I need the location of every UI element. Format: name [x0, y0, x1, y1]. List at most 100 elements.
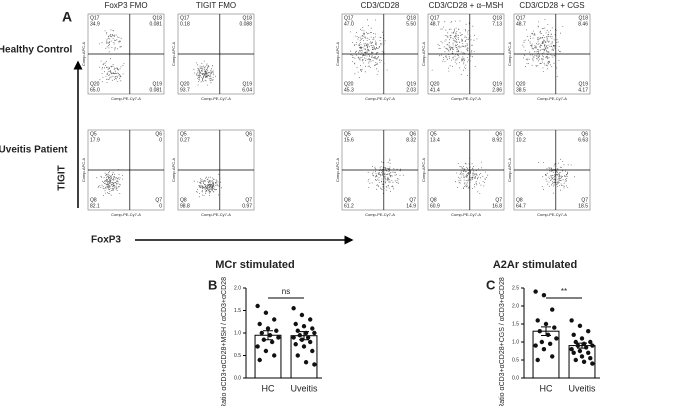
quadrant-name: Q6 — [155, 131, 162, 137]
plot-x-label: Comp-PE-Cy7-A — [201, 96, 231, 101]
quadrant-name: Q5 — [180, 131, 187, 137]
quadrant-value: 0 — [159, 203, 162, 209]
panel-letter: C — [486, 277, 496, 292]
column-title: CD3/CD28 + CGS — [519, 1, 584, 10]
data-point — [550, 307, 555, 312]
data-point — [579, 336, 585, 341]
quadrant-name: Q20 — [90, 81, 100, 87]
quadrant-value: 7.13 — [492, 21, 502, 27]
quadrant-name: Q5 — [90, 131, 97, 137]
quadrant-value: 14.9 — [406, 203, 416, 209]
chart-title: A2Ar stimulated — [493, 259, 577, 271]
data-point — [272, 353, 277, 358]
plot-x-label: Comp-PE-Cy7-A — [365, 212, 395, 217]
y-tick-label: 0.5 — [512, 357, 519, 363]
data-point — [590, 343, 595, 348]
data-point — [305, 335, 311, 340]
data-point — [533, 343, 538, 348]
plot-x-label: Comp-PE-Cy7-A — [111, 212, 141, 217]
quadrant-name: Q5 — [430, 131, 437, 137]
quadrant-value: 13.4 — [430, 137, 440, 143]
plot-x-label: Comp-PE-Cy7-A — [537, 212, 567, 217]
quadrant-name: Q19 — [579, 81, 589, 87]
quadrant-name: Q18 — [579, 15, 589, 21]
quadrant-value: 34.9 — [90, 21, 100, 27]
data-point — [545, 332, 551, 337]
quadrant-name: Q8 — [180, 197, 187, 203]
plot-x-label: Comp-PE-Cy7-A — [365, 96, 395, 101]
y-tick-label: 2.5 — [512, 285, 519, 291]
significance-label: ** — [561, 287, 567, 296]
quadrant-value: 45.3 — [344, 87, 354, 93]
row-label: Uveitis Patient — [0, 145, 68, 156]
x-axis-label: FoxP3 — [91, 235, 121, 246]
plot-y-label: Comp-APC-A — [335, 42, 340, 67]
data-point — [575, 343, 581, 348]
quadrant-name: Q8 — [430, 197, 437, 203]
quadrant-name: Q6 — [245, 131, 252, 137]
plot-y-label: Comp-APC-A — [421, 42, 426, 67]
quadrant-name: Q5 — [516, 131, 523, 137]
bar-charts: MCr stimulated B 0.0 0.5 1.0 1.5 2.0 Ratio αCD3… — [208, 259, 600, 406]
quadrant-value: 17.9 — [90, 137, 100, 143]
data-point — [261, 337, 267, 342]
quadrant-value: 8.32 — [406, 137, 416, 143]
plot-y-label: Comp-APC-A — [81, 42, 86, 67]
data-point — [263, 348, 269, 354]
y-tick-label: 0.0 — [234, 375, 241, 381]
quadrant-value: 2.03 — [406, 87, 416, 93]
data-point — [535, 357, 540, 363]
data-point — [547, 341, 553, 346]
data-point — [581, 359, 587, 364]
quadrant-name: Q6 — [581, 131, 588, 137]
data-point — [265, 326, 271, 331]
quadrant-value: 2.86 — [492, 87, 502, 93]
quadrant-value: 65.0 — [90, 87, 100, 93]
quadrant-name: Q19 — [493, 81, 503, 87]
event-dots — [193, 60, 216, 86]
quadrant-value: 8.46 — [578, 21, 588, 27]
significance-label: ns — [282, 287, 290, 296]
plot-y-label: Comp-APC-A — [171, 158, 176, 183]
quadrant-value: 0.18 — [180, 21, 190, 27]
quadrant-name: Q19 — [153, 81, 163, 87]
quadrant-value: 6.04 — [242, 87, 252, 93]
quadrant-name: Q17 — [344, 15, 354, 21]
chart-title: MCr stimulated — [215, 259, 294, 271]
quadrant-name: Q20 — [430, 81, 440, 87]
x-tick-label: HC — [540, 383, 553, 393]
quadrant-value: 8.92 — [492, 137, 502, 143]
event-dots — [96, 169, 124, 196]
quadrant-name: Q7 — [581, 197, 588, 203]
data-point — [537, 329, 542, 334]
plot-y-label: Comp-APC-A — [81, 158, 86, 183]
data-point — [303, 330, 309, 336]
data-point — [263, 310, 269, 315]
column-title: CD3/CD28 — [361, 1, 400, 10]
data-point — [291, 335, 296, 340]
column-title: TIGIT FMO — [196, 1, 236, 10]
quadrant-value: 10.2 — [516, 137, 526, 143]
quadrant-value: 48.7 — [516, 21, 526, 27]
quadrant-name: Q18 — [493, 15, 503, 21]
panel-letter: A — [62, 9, 72, 25]
y-axis-label: Ratio αCD3+αCD28+CGS / αCD3+αCD28 — [499, 277, 506, 406]
quadrant-name: Q6 — [409, 131, 416, 137]
plot-x-label: Comp-PE-Cy7-A — [451, 96, 481, 101]
plot-x-label: Comp-PE-Cy7-A — [111, 96, 141, 101]
data-point — [554, 336, 559, 341]
quadrant-value: 61.2 — [344, 203, 354, 209]
data-point — [257, 321, 262, 327]
y-tick-label: 2.0 — [234, 285, 241, 291]
data-point — [586, 350, 591, 355]
x-tick-label: HC — [262, 383, 275, 393]
data-point — [571, 350, 576, 355]
quadrant-value: 0.27 — [180, 137, 190, 143]
event-dots — [522, 19, 564, 77]
data-point — [295, 328, 300, 333]
data-point — [535, 318, 540, 323]
plot-y-label: Comp-APC-A — [335, 158, 340, 183]
quadrant-name: Q17 — [180, 15, 190, 21]
event-dots — [538, 158, 575, 194]
